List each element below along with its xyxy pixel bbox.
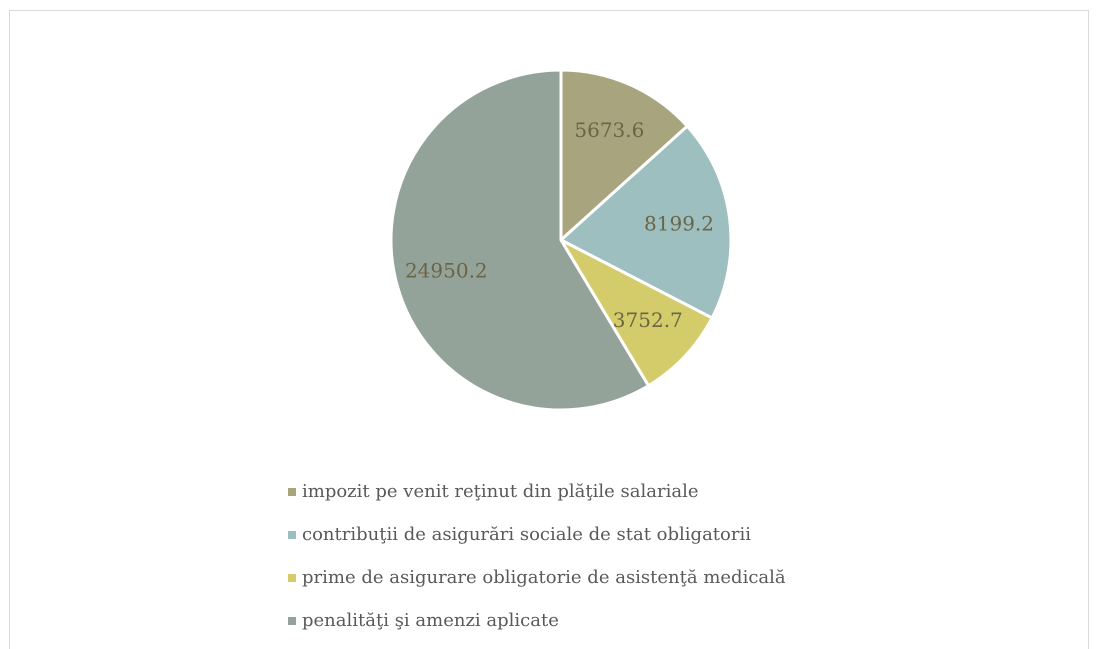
data-label: 3752.7 bbox=[613, 308, 683, 332]
legend-label: penalităţi şi amenzi aplicate bbox=[302, 610, 559, 631]
pie-slice bbox=[556, 236, 715, 388]
data-label: 24950.2 bbox=[405, 258, 488, 282]
data-label: 5673.6 bbox=[574, 118, 644, 142]
data-label: 8199.2 bbox=[644, 211, 714, 235]
legend-swatch bbox=[288, 574, 296, 582]
legend-swatch bbox=[288, 488, 296, 496]
legend-swatch bbox=[288, 531, 296, 539]
pie-slice bbox=[389, 68, 651, 412]
pie-slice bbox=[558, 124, 733, 320]
legend-label: impozit pe venit reţinut din plăţile sal… bbox=[302, 481, 698, 502]
pie-slice bbox=[559, 68, 690, 244]
legend-label: contribuţii de asigurări sociale de stat… bbox=[302, 524, 751, 545]
legend-label: prime de asigurare obligatorie de asiste… bbox=[302, 567, 786, 588]
legend-swatch bbox=[288, 617, 296, 625]
